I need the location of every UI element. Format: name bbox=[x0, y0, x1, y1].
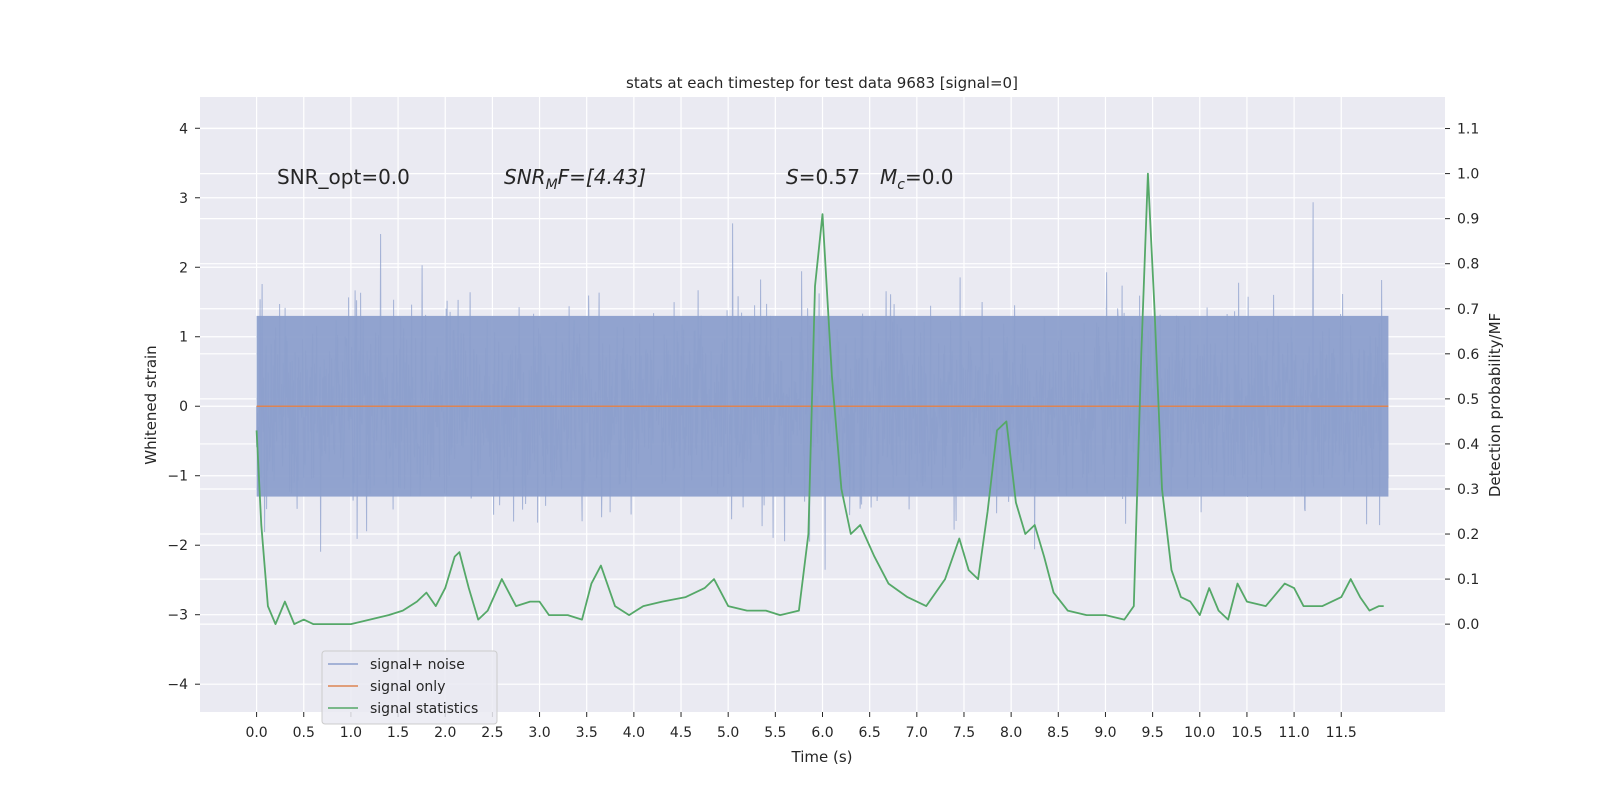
y2-tick-label: 0.5 bbox=[1457, 392, 1479, 408]
series-signal-statistics-line bbox=[255, 172, 1384, 625]
x-tick-label: 5.5 bbox=[764, 725, 786, 741]
x-tick-label: 0.5 bbox=[293, 725, 315, 741]
x-tick-label: 0.0 bbox=[245, 725, 267, 741]
x-tick-label: 9.0 bbox=[1094, 725, 1116, 741]
y-tick-label: −4 bbox=[167, 677, 188, 693]
legend: signal+ noise signal only signal statist… bbox=[321, 650, 498, 725]
x-tick-label: 1.0 bbox=[340, 725, 362, 741]
y2-tick-label: 1.1 bbox=[1457, 122, 1479, 138]
y-axis-ticks: −4 −3 −2 −1 0 1 2 3 4 bbox=[167, 121, 200, 693]
x-tick-label: 7.0 bbox=[906, 725, 928, 741]
y2-tick-label: 0.2 bbox=[1457, 527, 1479, 543]
x-tick-label: 11.5 bbox=[1326, 725, 1357, 741]
y-tick-label: −2 bbox=[167, 538, 188, 554]
x-tick-label: 11.0 bbox=[1279, 725, 1310, 741]
signal-statistics-series bbox=[255, 172, 1384, 625]
legend-box bbox=[321, 650, 498, 725]
x-tick-label: 3.5 bbox=[576, 725, 598, 741]
x-tick-label: 5.0 bbox=[717, 725, 739, 741]
y2-axis-ticks: 0.0 0.1 0.2 0.3 0.4 0.5 0.6 0.7 0.8 0.9 1.0 1.1 bbox=[1445, 122, 1479, 633]
x-axis-label: Time (s) bbox=[791, 748, 853, 766]
y2-tick-label: 1.0 bbox=[1457, 167, 1479, 183]
y-tick-label: −3 bbox=[167, 608, 188, 624]
y2-tick-label: 0.9 bbox=[1457, 212, 1479, 228]
x-tick-label: 8.5 bbox=[1047, 725, 1069, 741]
x-tick-label: 10.5 bbox=[1231, 725, 1262, 741]
y2-tick-label: 0.6 bbox=[1457, 347, 1479, 363]
y-tick-label: −1 bbox=[167, 469, 188, 485]
y-axis-label: Whitened strain bbox=[142, 345, 160, 464]
y-tick-label: 1 bbox=[179, 330, 188, 346]
y-tick-label: 2 bbox=[179, 260, 188, 276]
x-tick-label: 9.5 bbox=[1141, 725, 1163, 741]
y-tick-label: 4 bbox=[179, 121, 188, 137]
x-tick-label: 6.0 bbox=[811, 725, 833, 741]
y-tick-label: 0 bbox=[179, 399, 188, 415]
y2-tick-label: 0.1 bbox=[1457, 572, 1479, 588]
legend-label-signal-statistics: signal statistics bbox=[370, 701, 478, 717]
x-tick-label: 8.0 bbox=[1000, 725, 1022, 741]
x-tick-label: 6.5 bbox=[859, 725, 881, 741]
x-tick-label: 10.0 bbox=[1184, 725, 1215, 741]
y2-axis-label: Detection probability/MF bbox=[1486, 313, 1504, 497]
annotation-s: S=0.57 bbox=[786, 165, 860, 189]
x-tick-label: 2.0 bbox=[434, 725, 456, 741]
annotation-mc: Mc=0.0 bbox=[880, 165, 954, 193]
x-tick-label: 7.5 bbox=[953, 725, 975, 741]
annotation-snr-opt: SNR_opt=0.0 bbox=[277, 165, 410, 189]
legend-label-signal-only: signal only bbox=[370, 679, 445, 695]
y2-tick-label: 0.7 bbox=[1457, 302, 1479, 318]
x-tick-label: 4.0 bbox=[623, 725, 645, 741]
x-tick-label: 2.5 bbox=[481, 725, 503, 741]
x-tick-label: 3.0 bbox=[528, 725, 550, 741]
x-axis-ticks: 0.0 0.5 1.0 1.5 2.0 2.5 3.0 3.5 4.0 4.5 5.0 5.5 6.0 6… bbox=[245, 712, 1357, 741]
y-tick-label: 3 bbox=[179, 191, 188, 207]
y2-tick-label: 0.4 bbox=[1457, 437, 1479, 453]
annotation-snr-mf: SNRMF=[4.43] bbox=[504, 165, 646, 193]
y2-tick-label: 0.0 bbox=[1457, 617, 1479, 633]
y2-tick-label: 0.8 bbox=[1457, 257, 1479, 273]
y2-tick-label: 0.3 bbox=[1457, 482, 1479, 498]
x-tick-label: 4.5 bbox=[670, 725, 692, 741]
legend-label-signal-noise: signal+ noise bbox=[370, 657, 465, 673]
x-tick-label: 1.5 bbox=[387, 725, 409, 741]
chart-title: stats at each timestep for test data 968… bbox=[626, 74, 1018, 92]
